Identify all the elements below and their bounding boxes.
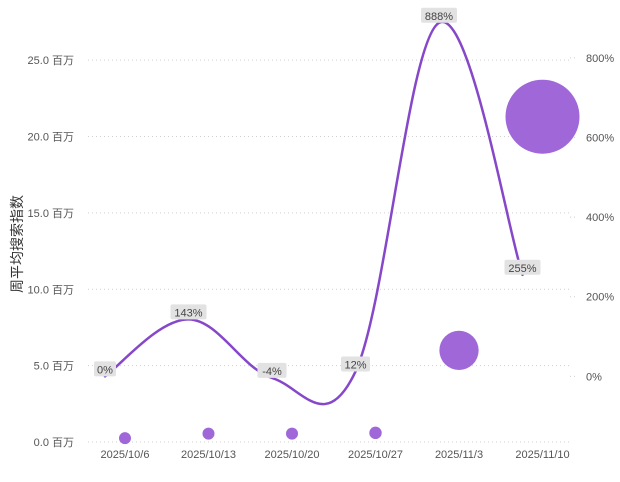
data-label: 0% — [97, 364, 113, 376]
left-tick-label: 10.0 百万 — [28, 284, 74, 296]
left-tick-label: 20.0 百万 — [28, 132, 74, 144]
x-tick-label: 2025/10/13 — [181, 449, 236, 461]
bubble-point — [505, 79, 580, 154]
data-label: -4% — [262, 366, 282, 378]
y-axis-title: 周平均搜索指数 — [9, 195, 25, 293]
right-axis: 0% 200% 400% 600% 800% — [586, 53, 614, 383]
data-label: 12% — [344, 360, 366, 372]
data-label: 255% — [508, 263, 536, 275]
label-layer: 0% 143% -4% 12% 888% 255% — [94, 7, 541, 378]
data-label-box — [504, 259, 541, 275]
data-label-box — [421, 7, 457, 23]
right-tick-label: 200% — [586, 292, 614, 304]
right-tick-label: 800% — [586, 53, 614, 65]
data-label: 888% — [425, 11, 453, 23]
left-tick-label: 25.0 百万 — [28, 55, 74, 67]
x-axis: 2025/10/6 2025/10/13 2025/10/20 2025/10/27 2… — [101, 449, 570, 461]
right-tick-label: 400% — [586, 212, 614, 224]
right-tick-label: 0% — [586, 371, 602, 383]
bubble-point — [202, 427, 215, 440]
data-label-box — [170, 304, 207, 320]
bubble-point — [369, 426, 382, 440]
x-tick-label: 2025/10/20 — [264, 449, 319, 461]
data-label-box — [94, 361, 116, 377]
left-tick-label: 15.0 百万 — [28, 208, 74, 220]
data-label: 143% — [174, 307, 202, 319]
left-tick-label: 0.0 百万 — [34, 437, 74, 449]
x-tick-label: 2025/10/6 — [101, 449, 150, 461]
left-axis: 0.0 百万 5.0 百万 10.0 百万 15.0 百万 20.0 百万 25.0 百万 — [28, 55, 74, 449]
bubble-point — [286, 427, 298, 440]
bubble-point — [119, 432, 131, 445]
x-tick-label: 2025/11/10 — [515, 449, 569, 461]
data-label-box — [341, 356, 370, 372]
grid-layer — [88, 57, 578, 443]
x-tick-label: 2025/11/3 — [435, 449, 483, 461]
bubble-layer — [119, 79, 580, 445]
bubble-point — [439, 330, 479, 371]
right-tick-label: 600% — [586, 132, 614, 144]
data-label-box — [257, 362, 287, 378]
left-tick-label: 5.0 百万 — [34, 361, 74, 373]
x-tick-label: 2025/10/27 — [348, 449, 403, 461]
